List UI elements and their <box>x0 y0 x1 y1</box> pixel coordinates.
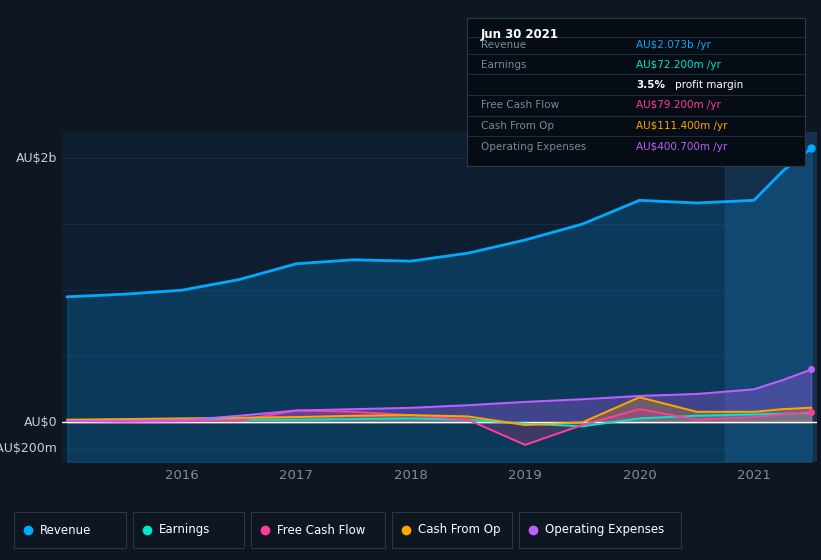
Text: Operating Expenses: Operating Expenses <box>480 142 585 152</box>
Text: Free Cash Flow: Free Cash Flow <box>480 100 558 110</box>
Text: Jun 30 2021: Jun 30 2021 <box>480 29 558 41</box>
Text: Cash From Op: Cash From Op <box>418 524 501 536</box>
Text: Revenue: Revenue <box>40 524 91 536</box>
Text: AU$72.200m /yr: AU$72.200m /yr <box>636 60 721 71</box>
Text: 3.5%: 3.5% <box>636 80 665 90</box>
Text: -AU$200m: -AU$200m <box>0 442 57 455</box>
Text: profit margin: profit margin <box>675 80 743 90</box>
Text: Earnings: Earnings <box>480 60 526 71</box>
Text: Operating Expenses: Operating Expenses <box>545 524 664 536</box>
Text: AU$79.200m /yr: AU$79.200m /yr <box>636 100 721 110</box>
Text: Revenue: Revenue <box>480 40 525 50</box>
Text: Earnings: Earnings <box>159 524 210 536</box>
Text: AU$2.073b /yr: AU$2.073b /yr <box>636 40 711 50</box>
Text: Free Cash Flow: Free Cash Flow <box>277 524 365 536</box>
Text: AU$400.700m /yr: AU$400.700m /yr <box>636 142 727 152</box>
Text: AU$0: AU$0 <box>24 416 57 429</box>
Bar <box>725 132 817 462</box>
Text: Cash From Op: Cash From Op <box>480 121 553 131</box>
Text: AU$2b: AU$2b <box>16 152 57 165</box>
Text: AU$111.400m /yr: AU$111.400m /yr <box>636 121 727 131</box>
